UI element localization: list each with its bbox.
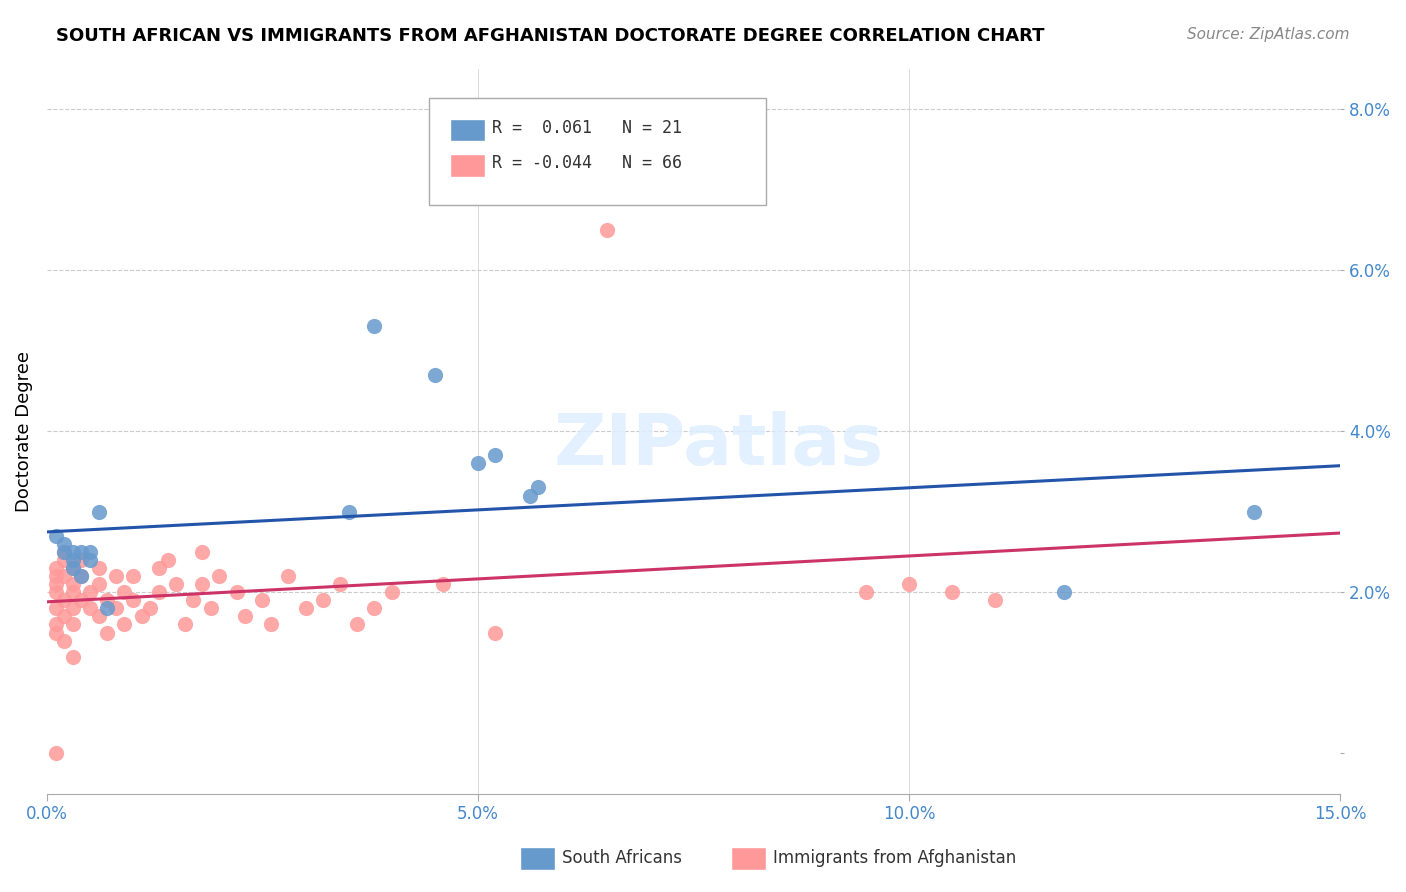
Point [79, 585, 101, 599]
Point [62, 545, 84, 559]
Point [208, 569, 231, 583]
Point [855, 585, 877, 599]
Point [337, 505, 360, 519]
Point [122, 593, 145, 607]
Point [62, 561, 84, 575]
Point [96, 625, 118, 640]
Point [225, 585, 247, 599]
Point [131, 609, 153, 624]
Point [96, 601, 118, 615]
Point [44, 617, 66, 632]
Point [467, 456, 489, 470]
Point [941, 585, 963, 599]
Text: R =  0.061   N = 21: R = 0.061 N = 21 [492, 119, 682, 136]
Point [87, 505, 110, 519]
Text: Immigrants from Afghanistan: Immigrants from Afghanistan [773, 849, 1017, 867]
Text: SOUTH AFRICAN VS IMMIGRANTS FROM AFGHANISTAN DOCTORATE DEGREE CORRELATION CHART: SOUTH AFRICAN VS IMMIGRANTS FROM AFGHANI… [56, 27, 1045, 45]
Point [70, 553, 93, 567]
Text: South Africans: South Africans [562, 849, 682, 867]
Point [87, 577, 110, 591]
Point [62, 601, 84, 615]
Point [897, 577, 920, 591]
Point [70, 569, 93, 583]
Point [165, 577, 187, 591]
Y-axis label: Doctorate Degree: Doctorate Degree [15, 351, 32, 512]
Point [87, 561, 110, 575]
Point [596, 222, 619, 236]
Point [79, 545, 101, 559]
Point [96, 593, 118, 607]
Point [53, 633, 76, 648]
Point [148, 561, 170, 575]
Point [79, 553, 101, 567]
Point [484, 448, 506, 462]
Point [984, 593, 1007, 607]
Point [1053, 585, 1076, 599]
Point [329, 577, 352, 591]
Point [44, 601, 66, 615]
Point [53, 545, 76, 559]
Point [53, 569, 76, 583]
Point [53, 553, 76, 567]
Point [519, 489, 541, 503]
Point [363, 319, 385, 334]
Text: Source: ZipAtlas.com: Source: ZipAtlas.com [1187, 27, 1350, 42]
Point [252, 593, 274, 607]
Point [423, 368, 446, 382]
Point [363, 601, 385, 615]
Point [233, 609, 256, 624]
Point [260, 617, 283, 632]
Point [62, 561, 84, 575]
Point [191, 577, 214, 591]
Point [114, 617, 136, 632]
Text: R = -0.044   N = 66: R = -0.044 N = 66 [492, 154, 682, 172]
Point [200, 601, 222, 615]
Point [44, 585, 66, 599]
Point [277, 569, 299, 583]
Point [62, 617, 84, 632]
Point [70, 593, 93, 607]
Point [44, 747, 66, 761]
Point [432, 577, 454, 591]
Point [148, 585, 170, 599]
Point [44, 569, 66, 583]
Point [183, 593, 205, 607]
Point [122, 569, 145, 583]
Point [312, 593, 335, 607]
Point [44, 561, 66, 575]
Point [527, 481, 550, 495]
Point [53, 593, 76, 607]
Point [62, 553, 84, 567]
Point [53, 537, 76, 551]
Point [346, 617, 368, 632]
Point [381, 585, 404, 599]
Point [44, 625, 66, 640]
Point [294, 601, 316, 615]
Point [44, 577, 66, 591]
Point [44, 529, 66, 543]
Point [104, 569, 127, 583]
Point [104, 601, 127, 615]
Point [62, 577, 84, 591]
Point [191, 545, 214, 559]
Point [139, 601, 162, 615]
Point [484, 625, 506, 640]
Point [62, 585, 84, 599]
Point [62, 649, 84, 664]
Point [87, 609, 110, 624]
Point [173, 617, 195, 632]
Text: ZIPatlas: ZIPatlas [554, 411, 884, 480]
Point [114, 585, 136, 599]
Point [156, 553, 179, 567]
Point [70, 569, 93, 583]
Point [70, 545, 93, 559]
Point [79, 601, 101, 615]
Point [1243, 505, 1265, 519]
Point [53, 545, 76, 559]
Point [53, 609, 76, 624]
